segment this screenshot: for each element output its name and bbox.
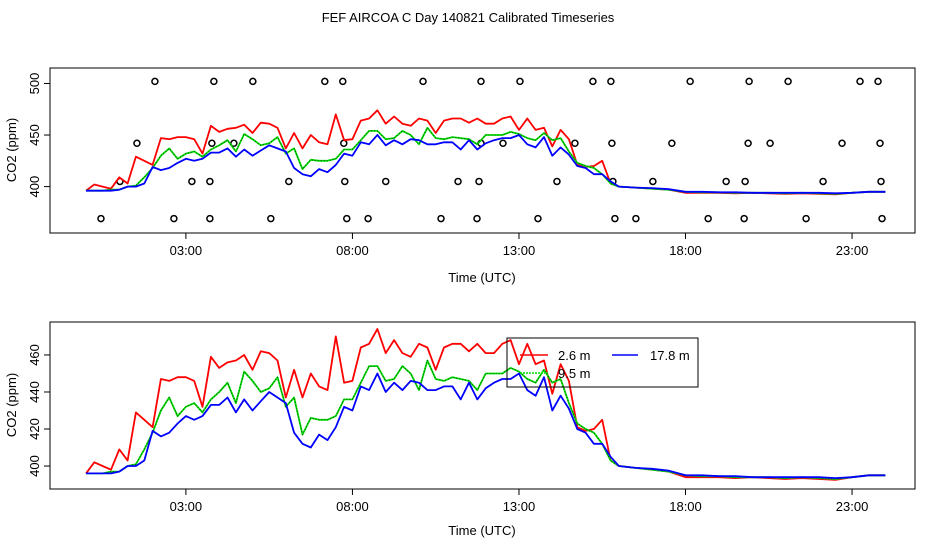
flag-point	[668, 139, 676, 148]
flag-point	[437, 214, 445, 223]
flag-point	[741, 177, 749, 186]
x-tick-label: 03:00	[170, 243, 203, 258]
flag-point	[874, 77, 882, 86]
series-line-s2_6	[85, 328, 886, 481]
x-tick-label: 23:00	[836, 499, 869, 514]
flag-point	[170, 214, 178, 223]
flag-point	[649, 177, 657, 186]
flag-point	[819, 177, 827, 186]
x-tick-label: 08:00	[336, 499, 369, 514]
x-axis-label: Time (UTC)	[448, 270, 515, 285]
flag-point	[766, 139, 774, 148]
legend-frame	[506, 337, 699, 388]
flag-point	[321, 77, 329, 86]
flag-point	[802, 214, 810, 223]
series-line-s9_5-dots	[86, 359, 886, 480]
flag-point	[516, 77, 524, 86]
flag-point	[206, 214, 214, 223]
y-tick-label: 420	[27, 418, 42, 440]
flag-point	[208, 139, 216, 148]
y-tick-label: 450	[27, 124, 42, 146]
panel-top: Time (UTC) CO2 (ppm) 03:00 08:00 13:00 18:0…	[4, 67, 916, 285]
x-tick-label: 03:00	[170, 499, 203, 514]
flag-point	[341, 177, 349, 186]
y-tick-label: 500	[27, 73, 42, 95]
series-line-s9_5	[86, 359, 886, 480]
flag-point	[454, 177, 462, 186]
flag-point	[878, 214, 886, 223]
flag-point	[745, 77, 753, 86]
flag-point	[188, 177, 196, 186]
x-tick-label: 18:00	[669, 499, 702, 514]
flag-point	[740, 214, 748, 223]
flag-point	[704, 214, 712, 223]
flag-point	[607, 77, 615, 86]
flag-point	[267, 214, 275, 223]
flag-point	[285, 177, 293, 186]
flag-point	[249, 77, 257, 86]
flag-point	[838, 139, 846, 148]
flag-point	[876, 139, 884, 148]
legend-label-17-8m: 17.8 m	[650, 348, 690, 363]
y-tick-label: 460	[27, 344, 42, 366]
legend: 2.6 m 9.5 m 17.8 m	[506, 337, 699, 388]
flag-point	[553, 177, 561, 186]
flag-point	[340, 139, 348, 148]
x-tick-label: 13:00	[503, 499, 536, 514]
plot-frame	[49, 321, 916, 490]
flag-point	[608, 139, 616, 148]
flag-point	[473, 214, 481, 223]
plot-frame	[49, 67, 916, 234]
flag-point	[133, 139, 141, 148]
flag-point	[534, 214, 542, 223]
flag-point	[877, 177, 885, 186]
panel-bottom: Time (UTC) CO2 (ppm) 03:00 08:00 13:00 18:0…	[4, 321, 916, 538]
flag-point	[611, 214, 619, 223]
y-tick-label: 400	[27, 455, 42, 477]
series-line-s2_6	[85, 109, 886, 196]
flag-point	[343, 214, 351, 223]
figure-title: FEF AIRCOA C Day 140821 Calibrated Times…	[322, 10, 615, 25]
legend-label-2-6m: 2.6 m	[558, 348, 591, 363]
flag-point	[475, 177, 483, 186]
flag-point	[722, 177, 730, 186]
x-tick-label: 13:00	[503, 243, 536, 258]
flag-point	[419, 77, 427, 86]
x-axis-label: Time (UTC)	[448, 523, 515, 538]
flag-point	[206, 177, 214, 186]
flag-point	[571, 139, 579, 148]
series-line-s9_5	[86, 126, 886, 195]
flag-point	[632, 214, 640, 223]
flag-point	[686, 77, 694, 86]
flag-point	[364, 214, 372, 223]
x-tick-label: 23:00	[836, 243, 869, 258]
series-line-s9_5-dots	[86, 127, 886, 195]
flag-point	[339, 77, 347, 86]
flag-point	[97, 214, 105, 223]
x-tick-label: 18:00	[669, 243, 702, 258]
flag-point	[589, 77, 597, 86]
y-tick-label: 440	[27, 381, 42, 403]
flag-point	[477, 77, 485, 86]
flag-point	[210, 77, 218, 86]
y-axis-label: CO2 (ppm)	[4, 118, 19, 182]
series-line-s17_8	[86, 134, 886, 195]
x-tick-label: 08:00	[336, 243, 369, 258]
flag-point	[856, 77, 864, 86]
series-line-s17_8	[86, 372, 886, 480]
flag-point	[381, 177, 390, 186]
y-tick-label: 400	[27, 176, 42, 198]
legend-label-9-5m: 9.5 m	[558, 366, 591, 381]
flag-point	[499, 139, 507, 148]
flag-point	[151, 77, 159, 86]
y-axis-label: CO2 (ppm)	[4, 373, 19, 437]
flag-point	[784, 77, 792, 86]
flag-point	[744, 139, 752, 148]
